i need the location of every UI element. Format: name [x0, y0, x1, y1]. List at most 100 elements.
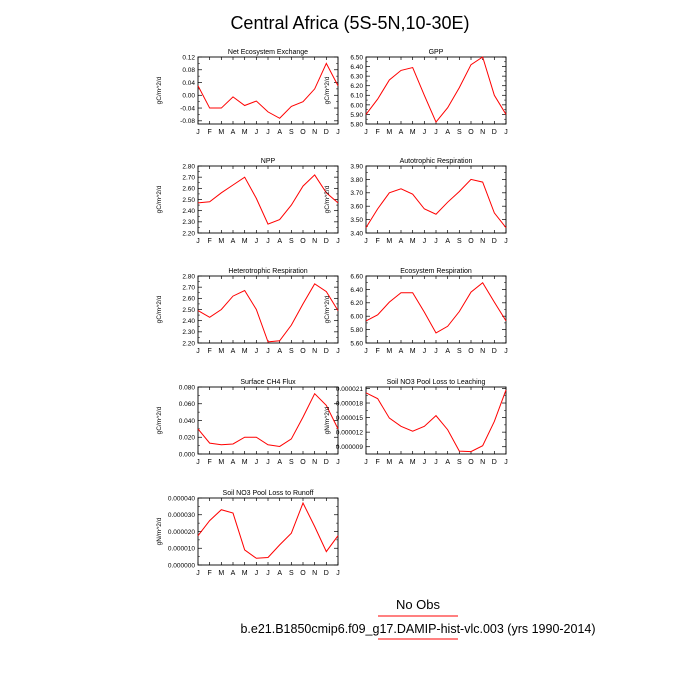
x-tick-label: J: [336, 129, 340, 136]
x-tick-label: J: [423, 459, 427, 466]
y-axis-label: gN/m^2/d: [156, 517, 163, 545]
x-tick-label: N: [312, 570, 317, 577]
y-tick-label: 6.40: [350, 64, 363, 71]
y-tick-label: 6.00: [350, 102, 363, 109]
y-tick-label: 2.40: [182, 208, 195, 215]
case-caption: b.e21.B1850cmip6.f09_g17.DAMIP-hist-vlc.…: [240, 622, 595, 636]
x-tick-label: M: [218, 459, 224, 466]
series-line: [197, 174, 339, 225]
x-tick-label: A: [399, 348, 404, 355]
x-tick-label: J: [255, 129, 259, 136]
y-tick-label: 2.30: [182, 329, 195, 336]
x-tick-label: D: [492, 348, 497, 355]
x-tick-label: J: [196, 348, 200, 355]
plot-frame: [365, 386, 507, 455]
x-tick-label: O: [468, 129, 474, 136]
x-tick-label: S: [289, 570, 294, 577]
x-tick-label: A: [399, 459, 404, 466]
x-tick-label: S: [289, 129, 294, 136]
x-tick-label: M: [386, 238, 392, 245]
y-tick-label: 0.000030: [168, 512, 195, 519]
y-tick-label: 2.80: [182, 273, 195, 280]
plot-frame: [197, 56, 339, 125]
y-axis-label: gC/m^2/d: [156, 406, 163, 434]
x-tick-label: D: [324, 129, 329, 136]
x-tick-label: J: [266, 348, 270, 355]
x-tick-label: A: [231, 459, 236, 466]
y-tick-label: 0.000000: [168, 562, 195, 569]
plot-frame: [365, 56, 507, 125]
x-tick-label: M: [386, 459, 392, 466]
x-tick-label: D: [492, 129, 497, 136]
x-tick-label: S: [457, 459, 462, 466]
x-tick-label: M: [218, 348, 224, 355]
series-line: [197, 392, 339, 447]
x-tick-label: O: [300, 238, 306, 245]
x-tick-label: A: [277, 238, 282, 245]
x-tick-label: N: [480, 238, 485, 245]
legend-label: No Obs: [396, 597, 441, 612]
series-line: [365, 281, 507, 334]
x-tick-label: M: [242, 348, 248, 355]
x-tick-label: D: [324, 238, 329, 245]
x-tick-label: J: [196, 570, 200, 577]
x-tick-label: J: [266, 570, 270, 577]
y-tick-label: 6.10: [350, 93, 363, 100]
y-axis-label: gC/m^2/d: [324, 76, 331, 104]
y-tick-label: 2.70: [182, 285, 195, 292]
series-line: [197, 501, 339, 559]
x-tick-label: J: [434, 238, 438, 245]
y-tick-label: 2.50: [182, 307, 195, 314]
y-tick-label: 0.000012: [336, 430, 363, 437]
x-tick-label: M: [410, 459, 416, 466]
x-tick-label: A: [231, 348, 236, 355]
x-tick-label: N: [480, 459, 485, 466]
x-tick-label: O: [300, 459, 306, 466]
y-tick-label: 6.30: [350, 74, 363, 81]
plot-frame: [197, 275, 339, 344]
y-tick-label: 0.000015: [336, 415, 363, 422]
x-tick-label: M: [386, 348, 392, 355]
y-tick-label: 0.000018: [336, 400, 363, 407]
x-tick-label: D: [492, 238, 497, 245]
x-tick-label: J: [434, 348, 438, 355]
x-tick-label: J: [504, 459, 508, 466]
y-tick-label: 2.20: [182, 230, 195, 237]
x-tick-label: A: [399, 129, 404, 136]
y-tick-label: 0.12: [182, 54, 195, 61]
panel-title: Soil NO3 Pool Loss to Leaching: [387, 379, 486, 386]
x-tick-label: J: [504, 348, 508, 355]
y-tick-label: 3.90: [350, 163, 363, 170]
series-line: [365, 389, 507, 453]
plot-frame: [365, 165, 507, 234]
x-tick-label: O: [300, 129, 306, 136]
panel-title: NPP: [261, 158, 276, 165]
x-tick-label: F: [208, 129, 212, 136]
y-tick-label: 2.60: [182, 186, 195, 193]
y-tick-label: 2.40: [182, 318, 195, 325]
x-tick-label: S: [289, 459, 294, 466]
x-tick-label: A: [231, 129, 236, 136]
x-tick-label: J: [504, 129, 508, 136]
series-line: [365, 178, 507, 228]
y-tick-label: 6.20: [350, 83, 363, 90]
x-tick-label: S: [457, 348, 462, 355]
x-tick-label: M: [242, 129, 248, 136]
y-tick-label: 2.30: [182, 219, 195, 226]
y-tick-label: 6.20: [350, 300, 363, 307]
x-tick-label: M: [410, 238, 416, 245]
x-tick-label: M: [410, 348, 416, 355]
x-tick-label: J: [266, 238, 270, 245]
y-tick-label: 3.50: [350, 217, 363, 224]
x-tick-label: S: [457, 129, 462, 136]
y-axis-label: gC/m^2/d: [156, 76, 163, 104]
x-tick-label: F: [208, 459, 212, 466]
panel-7: Soil NO3 Pool Loss to Leaching gN/m^2/d J F…: [324, 379, 508, 466]
x-tick-label: J: [504, 238, 508, 245]
x-tick-label: J: [255, 348, 259, 355]
x-tick-label: D: [492, 459, 497, 466]
